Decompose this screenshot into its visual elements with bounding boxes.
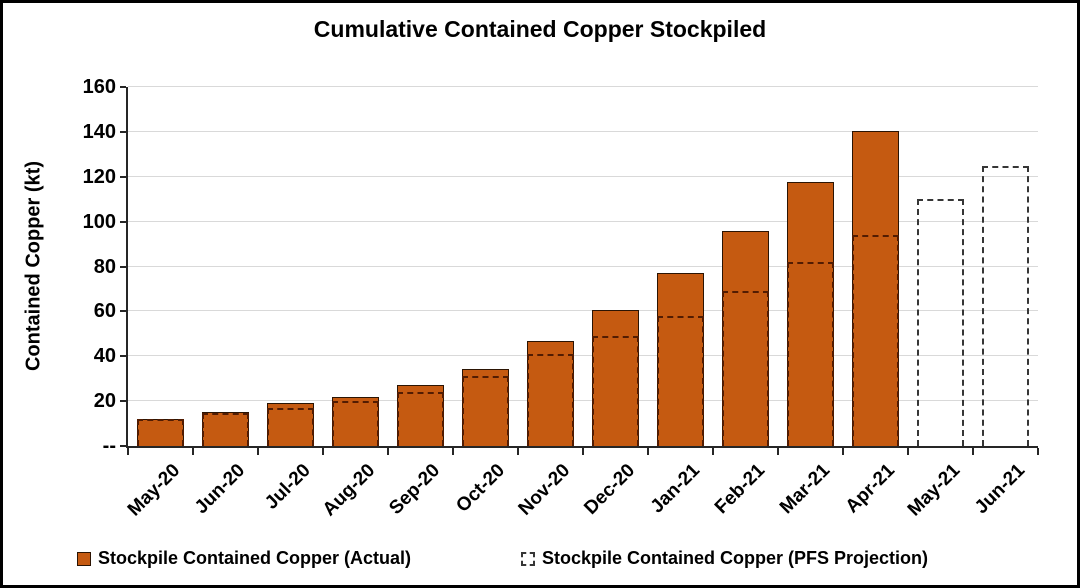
x-axis-tick — [972, 448, 974, 455]
legend: Stockpile Contained Copper (Actual) Stoc… — [3, 548, 1077, 578]
gridline — [128, 265, 1038, 267]
gridline — [128, 310, 1038, 312]
x-category-label-text: Mar-21 — [776, 460, 835, 519]
x-category-label-text: Sep-20 — [385, 460, 445, 519]
x-axis-tick — [322, 448, 324, 455]
bar-pfs-Aug-20 — [332, 401, 379, 446]
x-category-label-text: Oct-20 — [452, 460, 510, 517]
gridline — [128, 86, 1038, 87]
y-axis-tick — [120, 175, 126, 178]
bar-pfs-Apr-21 — [852, 235, 899, 446]
x-category-label-text: Jun-21 — [971, 460, 1030, 519]
plot-area — [120, 86, 1039, 455]
bar-pfs-Nov-20 — [527, 354, 574, 446]
x-axis-tick — [907, 448, 909, 455]
x-axis-tick — [517, 448, 519, 455]
bar-pfs-Dec-20 — [592, 336, 639, 446]
bar-actual-Aug-20 — [332, 396, 379, 446]
y-axis-tick — [120, 220, 126, 223]
x-category-label-text: Jan-21 — [646, 460, 705, 518]
y-axis-tick — [120, 265, 126, 268]
bar-pfs-Jun-20 — [202, 413, 249, 446]
x-axis-tick — [712, 448, 714, 455]
y-tick-label: 160 — [82, 76, 116, 98]
x-axis-tick — [582, 448, 584, 455]
y-tick-label: 120 — [82, 165, 116, 188]
x-category-label-text: Jun-20 — [191, 460, 250, 519]
x-axis-tick — [1037, 448, 1039, 455]
bar-actual-Feb-21 — [722, 230, 769, 446]
y-axis-tick — [120, 355, 126, 358]
x-axis-line — [126, 446, 1038, 448]
actual-series-swatch-icon — [77, 551, 91, 566]
x-category-label-text: Feb-21 — [711, 460, 770, 519]
bar-pfs-Mar-21 — [787, 262, 834, 446]
x-category-label-text: May-20 — [123, 460, 185, 521]
x-category-label-text: May-21 — [903, 460, 965, 521]
legend-label-pfs: Stockpile Contained Copper (PFS Projecti… — [542, 548, 929, 568]
bar-pfs-Jul-20 — [267, 407, 314, 446]
bar-actual-Jan-21 — [657, 273, 704, 446]
pfs-series-swatch-icon — [521, 551, 535, 566]
y-tick-label: 60 — [93, 300, 116, 323]
bar-pfs-Oct-20 — [462, 376, 509, 446]
y-tick-label: 40 — [93, 345, 116, 368]
legend-item-actual: Stockpile Contained Copper (Actual) — [77, 548, 411, 569]
x-category-label-text: Nov-20 — [514, 460, 575, 520]
x-axis-tick — [452, 448, 454, 455]
bar-pfs-Jun-21 — [982, 165, 1029, 446]
x-category-label-text: Dec-20 — [580, 460, 640, 519]
gridline — [128, 355, 1038, 357]
y-axis-tick — [120, 86, 126, 88]
y-axis-line — [126, 87, 128, 446]
y-tick-label: -- — [102, 435, 116, 457]
bar-actual-Mar-21 — [787, 182, 834, 446]
y-tick-label: 80 — [93, 255, 116, 278]
y-tick-label: 20 — [93, 390, 116, 413]
y-axis-tick — [120, 400, 126, 403]
x-axis-tick — [257, 448, 259, 455]
x-category-label-text: Jul-20 — [260, 460, 315, 514]
y-axis-tick — [120, 130, 126, 133]
bar-actual-Jul-20 — [267, 403, 314, 446]
x-category-label-text: Apr-21 — [841, 460, 900, 518]
chart-title: Cumulative Contained Copper Stockpiled — [313, 16, 767, 42]
y-tick-label: 100 — [82, 210, 116, 233]
bar-pfs-May-21 — [917, 199, 964, 446]
x-axis-tick — [192, 448, 194, 455]
x-category-label-text: Aug-20 — [318, 460, 380, 521]
y-axis-tick — [120, 310, 126, 313]
gridline — [128, 175, 1038, 177]
legend-label-actual: Stockpile Contained Copper (Actual) — [98, 548, 412, 568]
y-tick-label: 140 — [82, 120, 116, 143]
bar-pfs-Feb-21 — [722, 291, 769, 446]
x-axis-tick — [777, 448, 779, 455]
x-axis-tick — [127, 448, 129, 455]
bar-actual-May-20 — [137, 419, 184, 446]
bar-pfs-Jan-21 — [657, 315, 704, 446]
gridline — [128, 130, 1038, 132]
bar-pfs-May-20 — [137, 419, 184, 446]
legend-item-pfs: Stockpile Contained Copper (PFS Projecti… — [521, 548, 928, 569]
x-axis-tick — [647, 448, 649, 455]
x-axis-tick — [842, 448, 844, 455]
x-axis-tick — [387, 448, 389, 455]
bar-pfs-Sep-20 — [397, 392, 444, 446]
gridline — [128, 220, 1038, 222]
y-axis-tick — [120, 445, 126, 447]
gridline — [128, 400, 1038, 402]
